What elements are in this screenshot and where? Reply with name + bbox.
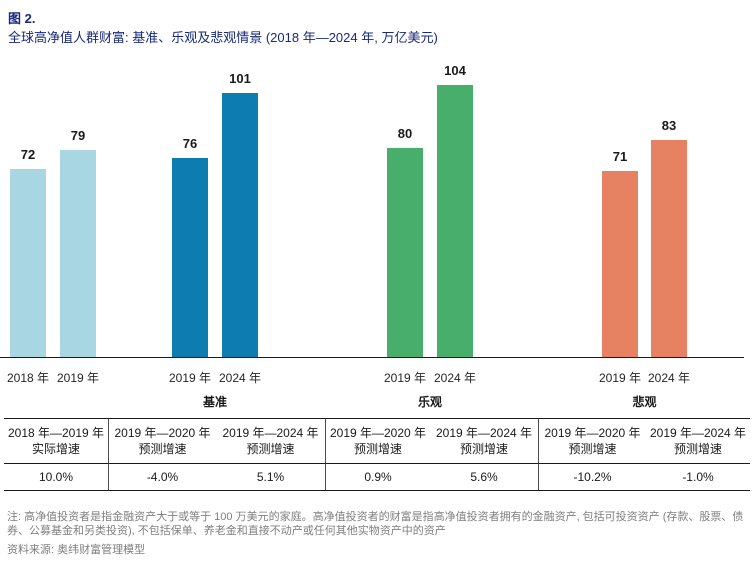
bar-value-label: 79 xyxy=(70,128,86,143)
footnote: 注: 高净值投资者是指金融资产大于或等于 100 万美元的家庭。高净值投资者的财… xyxy=(7,511,744,538)
table-value-cell: -1.0% xyxy=(682,470,714,484)
table-header-kind: 预测增速 xyxy=(246,441,295,456)
bar-value-label: 101 xyxy=(229,71,251,86)
table-value-cell: -10.2% xyxy=(538,464,646,490)
table-header-kind: 预测增速 xyxy=(138,441,187,456)
bar-year-label: 2019 年 xyxy=(168,371,212,385)
bar-year-label: 2019 年 xyxy=(598,371,642,385)
table-header-period: 2019 年—2020 年 xyxy=(329,425,427,440)
bar-year-label: 2019 年 xyxy=(383,371,427,385)
table-header-cell: 2019 年—2024 年预测增速 xyxy=(646,419,750,464)
table-header-kind: 实际增速 xyxy=(31,441,80,456)
bar xyxy=(602,171,638,357)
table-header-period: 2019 年—2020 年 xyxy=(114,425,211,440)
bar-year-label: 2024 年 xyxy=(433,371,477,385)
bar-value-label: 72 xyxy=(20,147,36,162)
figure-title: 全球高净值人群财富: 基准、乐观及悲观情景 (2018 年—2024 年, 万亿… xyxy=(8,30,438,45)
bar-value-label: 76 xyxy=(182,136,198,151)
table-header-kind: 预测增速 xyxy=(459,441,508,456)
bar xyxy=(387,148,423,357)
bar-year-label: 2019 年 xyxy=(56,371,100,385)
bar xyxy=(172,158,208,357)
x-axis-line xyxy=(0,357,744,358)
source-note: 资料来源: 奥纬财富管理模型 xyxy=(7,544,146,556)
table-header-period: 2018 年—2019 年 xyxy=(7,425,105,440)
group-label: 悲观 xyxy=(632,395,657,409)
table-value-cell: -4.0% xyxy=(108,464,216,490)
bar xyxy=(10,169,46,357)
table-header-cell: 2019 年—2020 年预测增速 xyxy=(538,419,646,464)
growth-rate-table: 2018 年—2019 年实际增速 2019 年—2020 年预测增速 2019 年… xyxy=(4,418,750,491)
table-header-period: 2019 年—2024 年 xyxy=(435,425,533,440)
bar xyxy=(60,150,96,357)
figure-number: 图 2. xyxy=(8,11,36,26)
table-value-cell: 0.9% xyxy=(325,464,430,490)
bar xyxy=(651,140,687,357)
group-label: 乐观 xyxy=(417,395,443,409)
bar xyxy=(437,85,473,357)
table-header-kind: 预测增速 xyxy=(568,441,617,456)
bar-year-label: 2018 年 xyxy=(6,371,50,385)
table-header-kind: 预测增速 xyxy=(673,441,722,456)
group-label: 基准 xyxy=(202,395,228,409)
table-header-cell: 2019 年—2020 年预测增速 xyxy=(108,419,216,464)
table-header-period: 2019 年—2024 年 xyxy=(649,425,747,440)
bar-value-label: 71 xyxy=(612,149,628,164)
table-header-period: 2019 年—2024 年 xyxy=(222,425,319,440)
bar-year-label: 2024 年 xyxy=(218,371,262,385)
bar-chart: 72 79 76 101 80 104 71 83 xyxy=(0,63,744,358)
bar-value-label: 104 xyxy=(444,63,466,78)
table-value-cell: 5.6% xyxy=(470,470,498,484)
bar-value-label: 83 xyxy=(661,118,677,133)
bar-value-label: 80 xyxy=(397,126,413,141)
table-header-cell: 2019 年—2024 年预测增速 xyxy=(430,419,538,464)
table-header-cell: 2018 年—2019 年实际增速 xyxy=(4,419,108,464)
bar xyxy=(222,93,258,357)
table-header-period: 2019 年—2020 年 xyxy=(544,425,641,440)
bar-year-label: 2024 年 xyxy=(647,371,691,385)
table-header-cell: 2019 年—2020 年预测增速 xyxy=(325,419,430,464)
table-value-cell: 10.0% xyxy=(38,470,74,484)
table-header-kind: 预测增速 xyxy=(353,441,402,456)
table-value-cell: 5.1% xyxy=(256,470,285,484)
table-header-cell: 2019 年—2024 年预测增速 xyxy=(216,419,325,464)
